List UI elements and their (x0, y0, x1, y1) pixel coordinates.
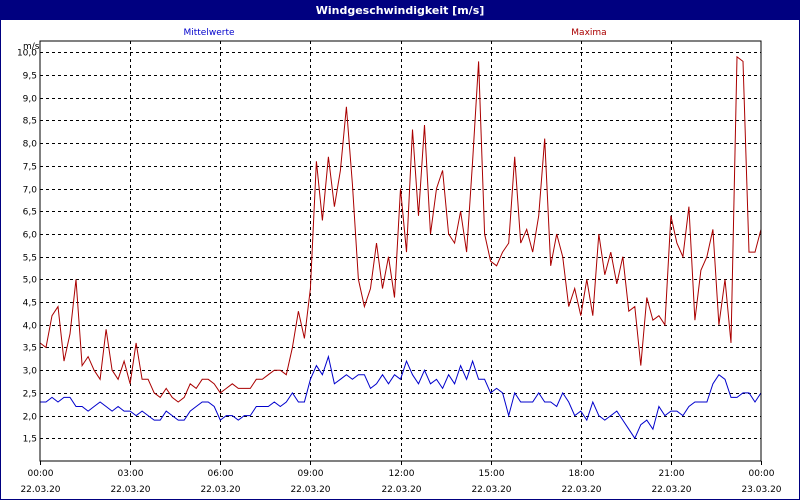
y-tick-label: 6,0 (23, 231, 38, 241)
y-axis-unit: m/s (23, 42, 40, 52)
x-tick-time: 21:00 (659, 469, 685, 479)
y-tick-label: 5,0 (23, 276, 38, 286)
series-maxima (39, 55, 762, 403)
y-tick-label: 1,5 (23, 435, 37, 445)
series-line (40, 354, 762, 440)
y-tick-label: 3,5 (23, 344, 37, 354)
y-tick-label: 2,5 (23, 390, 37, 400)
x-tick-date: 22.03.20 (561, 485, 601, 495)
x-tick-date: 23.03.20 (741, 485, 781, 495)
window-title: Windgeschwindigkeit [m/s] (1, 1, 799, 20)
x-tick-date: 22.03.20 (200, 485, 240, 495)
x-tick-time: 00:00 (749, 469, 775, 479)
y-tick-label: 9,5 (23, 72, 37, 82)
x-tick-date: 22.03.20 (471, 485, 511, 495)
x-tick-labels: 00:00 22.03.20 03:00 22.03.20 06:00 22.03.20 0… (20, 469, 781, 495)
y-tick-label: 2,0 (23, 413, 38, 423)
x-tick-date: 22.03.20 (20, 485, 60, 495)
series-line (39, 55, 762, 403)
y-tick-labels: 1,5 2,0 2,5 3,0 3,5 4,0 4,5 5,0 5,5 6,0 6,5 7,0 7,5 8… (17, 49, 37, 445)
legend-mittelwerte: Mittelwerte (183, 28, 234, 38)
y-tick-label: 7,5 (23, 163, 37, 173)
x-tick-time: 03:00 (118, 469, 144, 479)
x-tick-time: 15:00 (479, 469, 505, 479)
y-tick-label: 7,0 (23, 186, 38, 196)
series-layer (39, 55, 762, 440)
y-tick-label: 6,5 (23, 208, 37, 218)
y-tick-label: 5,5 (23, 254, 37, 264)
x-tick-date: 22.03.20 (381, 485, 421, 495)
legend-maxima: Maxima (571, 28, 606, 38)
y-tick-label: 10,0 (17, 49, 37, 59)
plot-frame (39, 40, 762, 462)
x-tick-date: 22.03.20 (651, 485, 691, 495)
y-tick-label: 8,0 (23, 140, 38, 150)
x-tick-time: 00:00 (28, 469, 54, 479)
y-tick-label: 9,0 (23, 95, 38, 105)
x-tick-time: 09:00 (298, 469, 324, 479)
x-tick-time: 12:00 (389, 469, 415, 479)
x-tick-date: 22.03.20 (110, 485, 150, 495)
y-tick-label: 4,0 (23, 322, 38, 332)
grid-lines (40, 41, 762, 465)
x-tick-date: 22.03.20 (290, 485, 330, 495)
series-mittelwerte (40, 354, 762, 440)
y-tick-label: 3,0 (23, 367, 38, 377)
x-tick-time: 06:00 (208, 469, 234, 479)
x-tick-time: 18:00 (569, 469, 595, 479)
y-tick-label: 4,5 (23, 299, 37, 309)
y-tick-label: 8,5 (23, 117, 37, 127)
